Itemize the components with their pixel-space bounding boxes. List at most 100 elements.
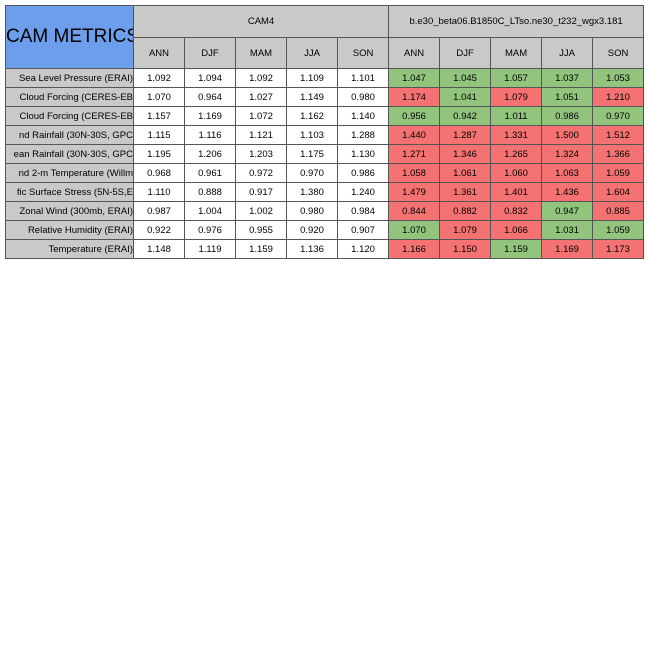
run-value-cell: 1.031 xyxy=(541,220,594,240)
row-label-text: fic Surface Stress (5N-5S,E xyxy=(16,186,133,198)
row-label: nd Rainfall (30N-30S, GPC xyxy=(5,125,134,145)
row-label: Cloud Forcing (CERES-EB xyxy=(5,87,134,107)
cam4-value-cell: 0.980 xyxy=(336,87,390,107)
cam4-value-cell: 1.195 xyxy=(133,144,185,164)
cam4-value-cell: 1.094 xyxy=(184,68,236,88)
run-value-cell: 0.986 xyxy=(541,106,594,126)
row-label-text: Relative Humidity (ERAI) xyxy=(27,224,133,236)
run-value-cell: 1.401 xyxy=(490,182,543,202)
row-label-text: Cloud Forcing (CERES-EB xyxy=(19,91,133,103)
row-label: nd 2-m Temperature (Willm xyxy=(5,163,134,183)
run-value-cell: 1.324 xyxy=(541,144,594,164)
season-header-cam4-djf: DJF xyxy=(184,37,236,69)
season-header-cam4-jja: JJA xyxy=(286,37,338,69)
run-value-cell: 1.045 xyxy=(439,68,492,88)
run-value-cell: 1.059 xyxy=(592,163,645,183)
run-value-cell: 1.331 xyxy=(490,125,543,145)
cam4-value-cell: 1.175 xyxy=(286,144,338,164)
cam4-value-cell: 1.092 xyxy=(133,68,185,88)
group-header-run: b.e30_beta06.B1850C_LTso.ne30_t232_wgx3.… xyxy=(388,5,645,38)
cam4-value-cell: 1.092 xyxy=(235,68,287,88)
cam4-value-cell: 1.162 xyxy=(286,106,338,126)
run-value-cell: 1.057 xyxy=(490,68,543,88)
metrics-table: CAM METRICS CAM4 b.e30_beta06.B1850C_LTs… xyxy=(5,5,645,259)
run-value-cell: 1.173 xyxy=(592,239,645,259)
table-row: fic Surface Stress (5N-5S,E 1.110 0.888 0.9… xyxy=(5,182,645,202)
cam4-value-cell: 1.120 xyxy=(336,239,390,259)
cam4-value-cell: 1.121 xyxy=(235,125,287,145)
row-label: Relative Humidity (ERAI) xyxy=(5,220,134,240)
row-label-text: Temperature (ERAI) xyxy=(48,243,133,255)
run-value-cell: 1.079 xyxy=(490,87,543,107)
cam4-value-cell: 0.917 xyxy=(235,182,287,202)
cam4-value-cell: 1.169 xyxy=(184,106,236,126)
run-value-cell: 1.079 xyxy=(439,220,492,240)
cam4-value-cell: 1.027 xyxy=(235,87,287,107)
row-label-text: Cloud Forcing (CERES-EB xyxy=(19,110,133,122)
cam4-value-cell: 0.888 xyxy=(184,182,236,202)
run-value-cell: 1.271 xyxy=(388,144,441,164)
cam4-value-cell: 1.103 xyxy=(286,125,338,145)
run-value-cell: 1.174 xyxy=(388,87,441,107)
cam4-value-cell: 0.970 xyxy=(286,163,338,183)
row-label: Zonal Wind (300mb, ERAI) xyxy=(5,201,134,221)
row-label-text: ean Rainfall (30N-30S, GPC xyxy=(13,148,133,160)
run-value-cell: 1.037 xyxy=(541,68,594,88)
run-value-cell: 1.150 xyxy=(439,239,492,259)
cam4-value-cell: 1.109 xyxy=(286,68,338,88)
run-value-cell: 1.265 xyxy=(490,144,543,164)
cam4-value-cell: 1.240 xyxy=(336,182,390,202)
cam4-value-cell: 0.961 xyxy=(184,163,236,183)
run-value-cell: 1.066 xyxy=(490,220,543,240)
cam4-value-cell: 1.148 xyxy=(133,239,185,259)
table-row: Relative Humidity (ERAI) 0.922 0.976 0.955 0… xyxy=(5,220,645,240)
cam4-value-cell: 1.206 xyxy=(184,144,236,164)
row-label: fic Surface Stress (5N-5S,E xyxy=(5,182,134,202)
cam4-value-cell: 0.955 xyxy=(235,220,287,240)
row-label-text: nd Rainfall (30N-30S, GPC xyxy=(18,129,133,141)
row-label-text: Zonal Wind (300mb, ERAI) xyxy=(19,205,133,217)
table-row: nd 2-m Temperature (Willm 0.968 0.961 0.972… xyxy=(5,163,645,183)
run-value-cell: 0.844 xyxy=(388,201,441,221)
run-value-cell: 1.070 xyxy=(388,220,441,240)
season-header-run-ann: ANN xyxy=(388,37,441,69)
run-value-cell: 1.011 xyxy=(490,106,543,126)
run-value-cell: 1.060 xyxy=(490,163,543,183)
run-value-cell: 1.500 xyxy=(541,125,594,145)
table-row: Cloud Forcing (CERES-EB 1.070 0.964 1.027 1.… xyxy=(5,87,645,107)
cam4-value-cell: 1.380 xyxy=(286,182,338,202)
cam4-value-cell: 1.119 xyxy=(184,239,236,259)
run-value-cell: 1.512 xyxy=(592,125,645,145)
cam4-value-cell: 1.072 xyxy=(235,106,287,126)
run-value-cell: 0.882 xyxy=(439,201,492,221)
season-header-cam4-son: SON xyxy=(336,37,390,69)
cam4-value-cell: 1.203 xyxy=(235,144,287,164)
row-label: Temperature (ERAI) xyxy=(5,239,134,259)
cam4-value-cell: 1.115 xyxy=(133,125,185,145)
run-value-cell: 0.956 xyxy=(388,106,441,126)
row-label-text: nd 2-m Temperature (Willm xyxy=(18,167,133,179)
run-value-cell: 1.440 xyxy=(388,125,441,145)
run-value-cell: 1.061 xyxy=(439,163,492,183)
table-row: Sea Level Pressure (ERAI) 1.092 1.094 1.092… xyxy=(5,68,645,88)
run-value-cell: 1.063 xyxy=(541,163,594,183)
run-value-cell: 1.047 xyxy=(388,68,441,88)
run-value-cell: 1.436 xyxy=(541,182,594,202)
cam4-value-cell: 1.101 xyxy=(336,68,390,88)
run-value-cell: 1.346 xyxy=(439,144,492,164)
cam4-value-cell: 1.070 xyxy=(133,87,185,107)
row-label: Sea Level Pressure (ERAI) xyxy=(5,68,134,88)
group-header-cam4: CAM4 xyxy=(132,5,390,38)
run-value-cell: 1.058 xyxy=(388,163,441,183)
table-row: ean Rainfall (30N-30S, GPC 1.195 1.206 1.20… xyxy=(5,144,645,164)
run-value-cell: 1.287 xyxy=(439,125,492,145)
run-value-cell: 0.832 xyxy=(490,201,543,221)
group-header-row: CAM METRICS CAM4 b.e30_beta06.B1850C_LTs… xyxy=(5,5,645,69)
run-value-cell: 1.169 xyxy=(541,239,594,259)
cam4-value-cell: 0.972 xyxy=(235,163,287,183)
season-header-cam4-mam: MAM xyxy=(235,37,287,69)
season-header-run-mam: MAM xyxy=(490,37,543,69)
cam4-value-cell: 0.984 xyxy=(336,201,390,221)
table-title: CAM METRICS xyxy=(5,5,134,69)
run-value-cell: 1.053 xyxy=(592,68,645,88)
